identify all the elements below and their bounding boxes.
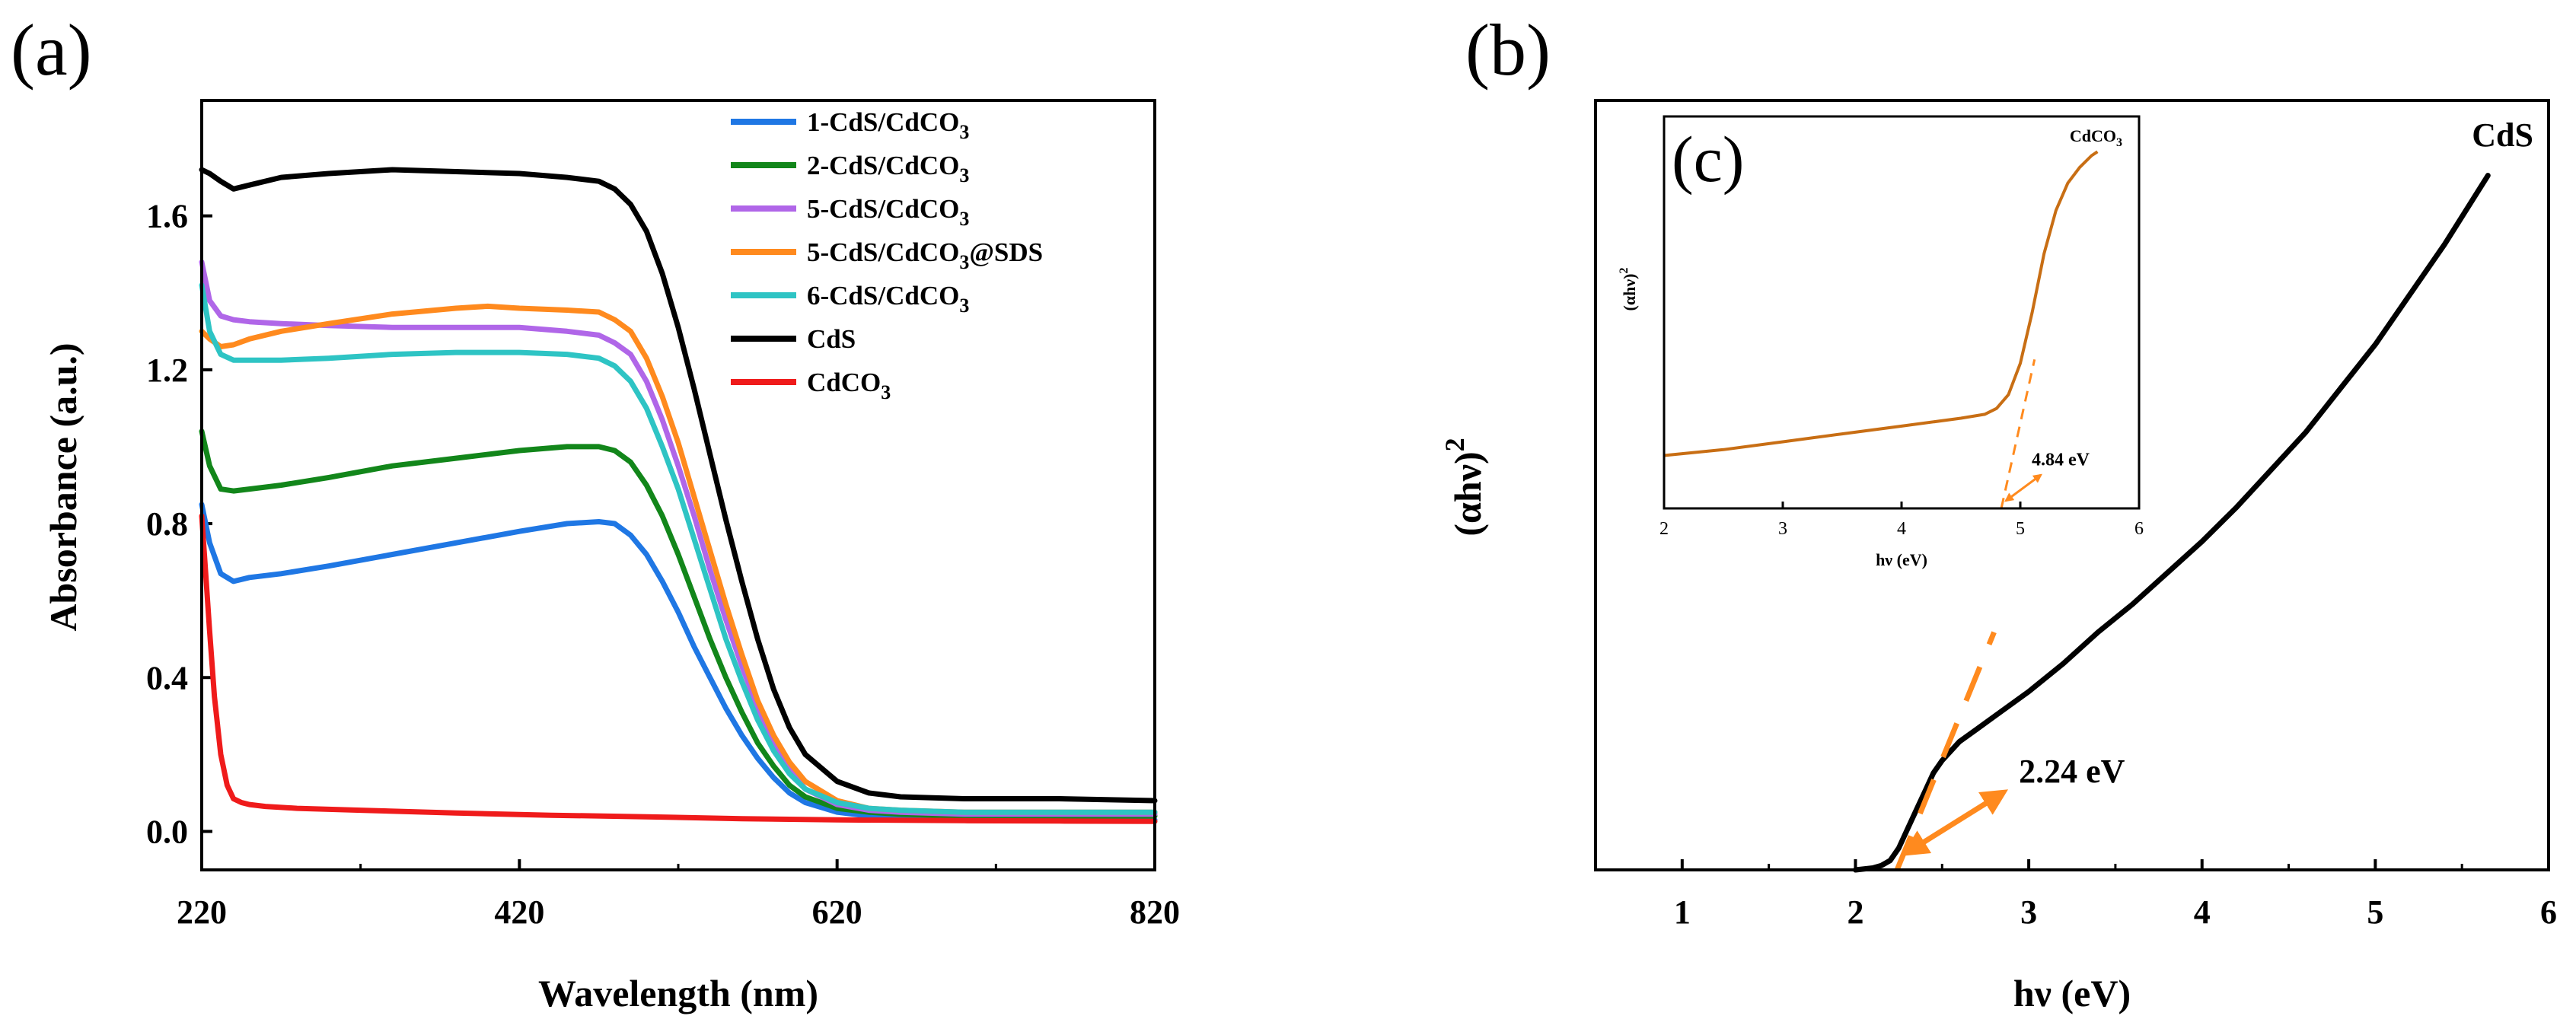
panel-a-legend-label-sub: 3 [959,295,969,317]
panel-a-series-line [199,167,1158,804]
panel-c-y-axis-title-sup: 2 [1618,268,1631,274]
panel-a-x-axis-title: Wavelength (nm) [538,972,818,1014]
panel-a-legend-label: 5-CdS/CdCO3 [807,194,969,230]
panel-a-legend-label-sub: 3 [959,251,969,273]
panel-c-xtick-label: 4 [1897,519,1906,539]
panel-c-title: CdCO3 [2070,126,2122,149]
panel-c-xtick-label: 5 [2016,519,2025,539]
panel-a-plot-frame [200,99,1156,871]
panel-c-x-axis-title: hν (eV) [1876,550,1927,569]
panel-b-x-axis-title: hν (eV) [2013,972,2131,1014]
panel-a-legend-label-sub: 3 [959,208,969,230]
panel-a-series-line [199,428,1158,819]
panel-c-inset-background [1664,116,2139,508]
panel-c-label: (c) [1672,123,1744,196]
panel-c-series-group [1663,150,2099,457]
panel-a-ytick-label: 0.4 [146,659,188,696]
panel-b-label: (b) [1465,9,1551,91]
panel-b-xtick-label: 2 [1847,893,1863,931]
panel-a-series-line [199,513,1158,824]
panel-a-legend-label-main: 5-CdS/CdCO [807,194,959,224]
panel-c-bandgap-arrow [2004,473,2042,502]
panel-a-series-line [199,259,1158,817]
panel-b-y-axis-title: (αhν)2 [1439,438,1489,536]
panel-c-series-line [1663,150,2099,457]
panel-a-legend-label-main: 6-CdS/CdCO [807,281,959,311]
panel-c-title-sub: 3 [2116,136,2122,149]
panel-a-legend: 1-CdS/CdCO32-CdS/CdCO35-CdS/CdCO35-CdS/C… [731,107,1043,403]
panel-c-xtick-labels: 2 3 4 5 6 [1659,519,2144,539]
panel-b-xtick-label: 4 [2194,893,2211,931]
panel-b-y-axis-title-main: (αhν) [1446,451,1489,536]
panel-a-ytick-label: 0.0 [146,813,188,850]
panel-b-tangent-line [1894,631,1997,871]
panel-a-legend-label: CdCO3 [807,368,891,403]
panel-b-annotations: 2.24 eV [1894,631,2125,871]
panel-c-bandgap-label: 4.84 eV [2032,450,2090,470]
panel-a-legend-label: CdS [807,324,856,354]
panel-a-ytick-label: 1.2 [146,352,188,389]
panel-a-y-axis-title: Absorbance (a.u.) [42,342,84,631]
panel-a-series-line [199,282,1158,815]
panel-b-xtick-label: 6 [2540,893,2557,931]
panel-a-legend-label-main: 1-CdS/CdCO [807,107,959,137]
panel-c-xtick-label: 3 [1778,519,1787,539]
panel-a-chart: (a) 220 420 620 820 0.0 0.4 0.8 1.2 1.6 Wavelen… [11,9,1180,1014]
panel-a-legend-label-sub: 3 [959,121,969,143]
panel-a-series-line [199,502,1158,823]
panel-b-xtick-label: 3 [2020,893,2037,931]
panel-a-xtick-labels: 220 420 620 820 [177,893,1180,931]
panel-a-legend-label-main: 2-CdS/CdCO [807,151,959,180]
panel-a-xtick-label: 420 [494,893,544,931]
panel-c-title-main: CdCO [2070,126,2116,145]
panel-a-ytick-label: 1.6 [146,198,188,235]
panel-a-legend-label-sub: 3 [959,164,969,186]
panel-a-ytick-label: 0.8 [146,505,188,543]
panel-c-annotations: 4.84 eV [2000,358,2090,509]
panel-a-xtick-label: 820 [1130,893,1180,931]
panel-b-sample-label: CdS [2472,116,2533,154]
panel-a-legend-label-main: CdS [807,324,856,354]
panel-b-xtick-labels: 1 2 3 4 5 6 [1674,893,2557,931]
panel-a-legend-label: 2-CdS/CdCO3 [807,151,969,186]
panel-a-legend-label-main: CdCO [807,368,881,397]
panel-b-xtick-label: 5 [2367,893,2383,931]
panel-c-xtick-label: 2 [1659,519,1669,539]
panel-a-legend-label: 1-CdS/CdCO3 [807,107,969,143]
panel-a-legend-label: 5-CdS/CdCO3@SDS [807,237,1043,273]
panel-a-ticks [200,214,1156,870]
panel-c-y-axis-title: (αhν)2 [1618,268,1639,311]
panel-b-xtick-label: 1 [1674,893,1691,931]
panel-c-y-axis-title-main: (αhν) [1620,274,1639,311]
panel-a-legend-label-sub: 3 [881,381,891,403]
panel-c-plot-frame [1663,115,2141,510]
panel-a-legend-label-main: 5-CdS/CdCO [807,237,959,267]
panel-a-legend-label: 6-CdS/CdCO3 [807,281,969,317]
panel-b-bandgap-arrow [1902,789,2009,856]
panel-b-bandgap-label: 2.24 eV [2019,753,2125,790]
panel-a-ytick-labels: 0.0 0.4 0.8 1.2 1.6 [146,198,188,851]
panel-a-label: (a) [11,9,92,91]
panel-c-xtick-label: 6 [2134,519,2144,539]
panel-b-ticks [1680,859,2550,870]
panel-a-xtick-label: 620 [812,893,862,931]
panel-b-y-axis-title-sup: 2 [1439,438,1470,451]
panel-a-series-group [199,167,1158,824]
panel-b-plot-frame [1594,99,2550,871]
panel-a-xtick-label: 220 [177,893,227,931]
panel-a-legend-label-tail: @SDS [969,237,1043,267]
